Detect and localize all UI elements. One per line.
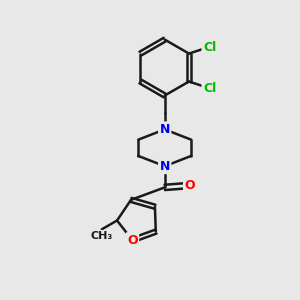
Text: O: O (184, 179, 195, 192)
Text: N: N (160, 123, 170, 136)
Text: N: N (160, 160, 170, 173)
Text: CH₃: CH₃ (91, 231, 113, 241)
Text: Cl: Cl (203, 82, 216, 94)
Text: Cl: Cl (203, 40, 216, 54)
Text: O: O (127, 234, 138, 247)
